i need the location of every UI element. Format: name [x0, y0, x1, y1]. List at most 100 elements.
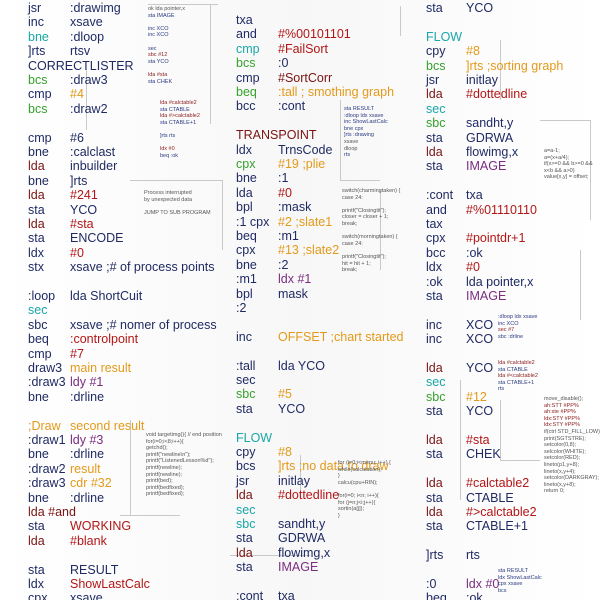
- col1-opcode: bne: [28, 447, 49, 462]
- col2-opcode: beq: [236, 85, 257, 99]
- col2-opcode: sta: [236, 560, 253, 575]
- snippet-e-line: switch(morningtaken) {: [342, 234, 398, 241]
- col1-operand: xsave ;# of process points: [70, 260, 215, 275]
- circuit-line: [580, 250, 581, 320]
- col1-operand: ldy #3: [70, 433, 104, 447]
- circuit-line: [340, 180, 380, 181]
- col3-opcode: beq: [426, 591, 447, 600]
- col2-operand: sandht,y: [278, 517, 326, 531]
- col1-operand: YCO: [70, 202, 98, 217]
- col3-opcode: lda: [426, 476, 443, 491]
- snippet-e-line: case 24:: [342, 240, 363, 247]
- col2-operand: #dottedline: [278, 488, 340, 503]
- col3-opcode: lda: [426, 87, 443, 102]
- col3-opcode: sta: [426, 490, 443, 505]
- circuit-line: [500, 40, 501, 100]
- col3-operand: #12: [466, 389, 487, 404]
- col2-opcode: and: [236, 27, 257, 42]
- snippet-e-line: switch(charmingtaken) {: [342, 188, 401, 194]
- col3-operand: #dottedline: [466, 87, 528, 102]
- col3-opcode: tax: [426, 217, 443, 231]
- col1-opcode: beq: [28, 332, 49, 347]
- col1-opcode: cmp: [28, 87, 52, 102]
- col1-operand: #7: [70, 346, 84, 361]
- col1-opcode: bne: [28, 173, 49, 188]
- col3-opcode: jsr: [426, 73, 440, 87]
- snippet-d-line: rts: [344, 152, 351, 159]
- snippet-b-line: sta CTABLE+1: [160, 119, 197, 126]
- circuit-line: [590, 120, 591, 220]
- col2-operand: YCO: [278, 401, 306, 416]
- circuit-line: [148, 4, 218, 5]
- col3-operand: #>calctable2: [466, 505, 537, 519]
- col2-opcode: beq: [236, 229, 257, 243]
- col2-operand: #%00101101: [278, 27, 351, 42]
- col2-opcode: inc: [236, 329, 252, 344]
- col2-operand: ]rts ;no data to draw: [278, 459, 389, 474]
- snippet-h-line: sta CTABLE: [498, 366, 528, 373]
- col2-opcode: bpl: [236, 286, 253, 301]
- col2-operand: #19 ;plie: [278, 157, 326, 171]
- col1-opcode: ]rts: [28, 44, 46, 59]
- snippet-l-line: lineto(x,y+4);: [544, 468, 576, 475]
- snippet-j-line: }: [338, 512, 340, 519]
- col3-opcode: inc: [426, 317, 442, 332]
- col2-opcode: cpx: [236, 157, 256, 171]
- col3-opcode: sbc: [426, 389, 446, 404]
- col3-opcode: sec: [426, 375, 446, 390]
- col3-opcode: ldx: [426, 260, 442, 275]
- col1-operand: #6: [70, 130, 84, 145]
- col1-opcode: :draw1: [28, 433, 66, 447]
- snippet-a-line: sta IMAGE: [148, 12, 175, 19]
- col2-operand: :mask: [278, 200, 312, 215]
- circuit-line: [130, 420, 131, 515]
- circuit-line: [500, 460, 540, 461]
- col2-opcode: txa: [236, 13, 253, 27]
- snippet-a-line: sta YCO: [148, 58, 169, 65]
- col2-operand: :2: [278, 257, 289, 272]
- col2-operand: :1: [278, 171, 289, 186]
- col3-opcode: sta: [426, 289, 443, 303]
- col1-opcode: lda: [28, 159, 45, 174]
- col2-opcode: lda: [236, 545, 253, 560]
- snippet-j-line: for (j=n;j<i;j++){: [338, 499, 376, 506]
- snippet-g-line: sec #7: [498, 327, 515, 334]
- col1-operand: inbuilder: [70, 159, 118, 174]
- snippet-d-line: bne cpx: [344, 125, 364, 132]
- snippet-j-line: sortin(a[j]);: [338, 506, 364, 513]
- col3-opcode: sta: [426, 130, 443, 145]
- snippet-l-line: setcolor(RED);: [544, 455, 581, 462]
- col2-operand: #5: [278, 387, 292, 402]
- snippet-j-line: while(calculation);: [338, 466, 382, 473]
- col3-operand: rts: [466, 548, 480, 563]
- snippet-d-line: inc ShowLastCalc: [344, 119, 388, 126]
- snippet-d-line: :dloop ldx xsave: [344, 112, 384, 119]
- snippet-f-line: printf("newline\n");: [146, 451, 191, 458]
- snippet-l-line: lineto(x,y+8);: [544, 481, 576, 488]
- col1-operand: :draw2: [70, 101, 108, 116]
- col2-opcode: bne: [236, 171, 257, 186]
- snippet-g-line: sbc :drline: [498, 333, 524, 340]
- col1-opcode: sec: [28, 303, 48, 318]
- snippet-e-line: closer = closer + 1;: [342, 214, 389, 221]
- col3-operand: ldx #0: [466, 577, 500, 591]
- col2-opcode: sec: [236, 373, 256, 387]
- snippet-a-line: lda #sta: [148, 72, 168, 78]
- col2-opcode: FLOW: [236, 430, 273, 445]
- col3-opcode: lda: [426, 505, 443, 519]
- snippet-e-line: break;: [342, 221, 358, 227]
- col1-operand: xsave ;# nomer of process: [70, 317, 217, 332]
- circuit-line: [460, 380, 461, 500]
- col2-operand: OFFSET ;chart started: [278, 329, 404, 344]
- snippet-k-line: value[x,y] = offset;: [544, 174, 589, 181]
- snippet-a-line: sta CHEK: [148, 78, 173, 85]
- col1-operand: second result: [70, 418, 145, 433]
- circuit-line: [86, 70, 87, 130]
- col2-operand: initlay: [278, 473, 310, 488]
- snippet-f-line: printf(bed);: [146, 478, 173, 485]
- col3-opcode: :0: [426, 577, 437, 591]
- col3-operand: #0: [466, 260, 480, 275]
- snippet-f-line: printf(bedfixed);: [146, 491, 185, 498]
- col3-operand: GDRWA: [466, 130, 514, 145]
- col3-operand: txa: [466, 188, 483, 203]
